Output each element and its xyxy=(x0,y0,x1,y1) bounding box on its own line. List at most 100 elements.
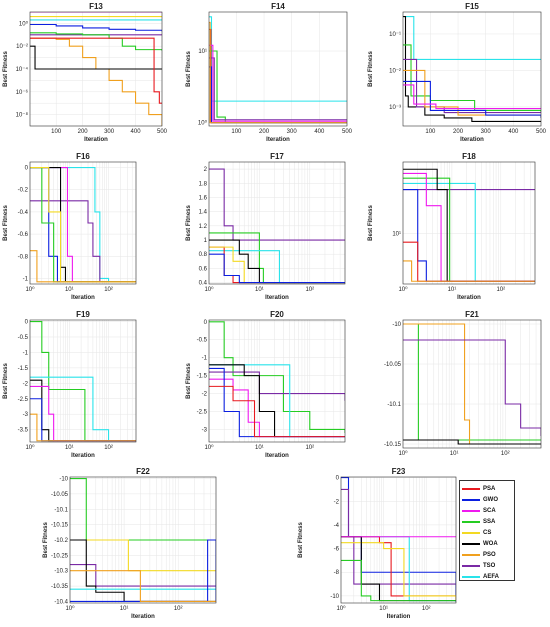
x-tick-label: 10⁰ xyxy=(398,450,408,457)
chart-svg: 10⁰ 10¹ 10² 10¹ F18 Iteration Best Fitness xyxy=(368,152,536,301)
legend-swatch xyxy=(462,564,480,567)
series-line-woa xyxy=(403,168,535,282)
series-group xyxy=(341,477,456,602)
legend-swatch xyxy=(462,487,480,490)
series-line-woa xyxy=(341,536,456,602)
x-tick-label: 200 xyxy=(259,129,270,135)
chart-title: F18 xyxy=(462,152,476,161)
y-tick-label: 1.2 xyxy=(199,224,208,230)
series-line-ssa xyxy=(30,32,162,51)
y-tick-label: 10⁰ xyxy=(198,120,208,127)
x-tick-label: 200 xyxy=(78,129,89,135)
y-tick-label: -1 xyxy=(202,356,208,362)
series-line-gwo xyxy=(30,398,136,442)
y-tick-label: -2 xyxy=(23,381,29,387)
y-tick-label: -10.3 xyxy=(54,569,68,575)
y-tick-label: 10¹ xyxy=(198,49,207,55)
chart-title: F15 xyxy=(465,2,479,11)
y-tick-label: -10.1 xyxy=(387,402,401,408)
y-tick-label: 0 xyxy=(25,320,29,326)
x-tick-label: 10⁰ xyxy=(25,286,35,293)
y-tick-label: -0.5 xyxy=(197,338,208,344)
series-line-pso xyxy=(209,21,347,124)
chart-svg: 100 200 300 400 500 10⁰ 10⁻² 10⁻⁴ 10⁻⁶ 10⁻⁸ F13 Ite… xyxy=(3,2,168,143)
chart-svg: 10⁰ 10¹ 10² 0 -0.5 -1 -1.5 -2 -2.5 -3 F20 Iteration… xyxy=(186,310,346,459)
series-line-psa xyxy=(30,37,162,104)
series-line-woa xyxy=(30,167,136,283)
y-axis-label: Best Fitness xyxy=(186,205,192,241)
x-tick-label: 100 xyxy=(425,129,436,135)
x-tick-label: 10⁰ xyxy=(65,605,75,612)
y-tick-label: -0.2 xyxy=(18,188,29,194)
series-line-gwo xyxy=(403,189,535,282)
series-line-sca xyxy=(209,378,345,438)
y-tick-label: 10⁻¹ xyxy=(389,32,401,38)
chart-panel-f14: 100 200 300 400 500 10⁰ 10¹ F14 Iteration Best Fi… xyxy=(183,0,353,150)
series-line-cs xyxy=(209,246,345,284)
legend-label: PSO xyxy=(483,551,496,558)
series-line-ssa xyxy=(30,167,136,283)
plot-frame xyxy=(29,161,137,285)
series-group xyxy=(403,168,535,282)
series-line-tso xyxy=(70,564,216,587)
legend-label: CS xyxy=(483,529,492,536)
x-tick-label: 10² xyxy=(174,606,183,612)
series-group xyxy=(30,12,162,126)
y-axis-label: Best Fitness xyxy=(3,363,9,399)
series-line-tso xyxy=(403,58,541,114)
legend-item-aefa: AEFA xyxy=(462,571,512,582)
x-tick-label: 10¹ xyxy=(65,287,74,293)
legend-item-cs: CS xyxy=(462,527,512,538)
chart-panel-f18: 10⁰ 10¹ 10² 10¹ F18 Iteration Best Fitness xyxy=(365,152,547,310)
series-line-gwo xyxy=(30,23,162,32)
series-line-ssa xyxy=(30,320,136,442)
x-tick-label: 400 xyxy=(508,129,519,135)
chart-panel-f19: 10⁰ 10¹ 10² 0 -0.5 -1 -1.5 -2 -2.5 -3 -3.5 F19 Itera… xyxy=(0,310,170,468)
y-axis-label: Best Fitness xyxy=(368,51,374,87)
series-line-cs xyxy=(30,167,136,283)
series-line-ssa xyxy=(403,177,535,282)
x-tick-label: 400 xyxy=(314,129,325,135)
y-tick-label: 10¹ xyxy=(392,231,401,237)
chart-panel-f13: 100 200 300 400 500 10⁰ 10⁻² 10⁻⁴ 10⁻⁶ 10⁻⁸ F13 Ite… xyxy=(0,0,170,150)
y-axis-label: Best Fitness xyxy=(298,522,304,558)
legend-label: PSA xyxy=(483,485,496,492)
legend-label: AEFA xyxy=(483,573,500,580)
series-line-aefa xyxy=(209,16,347,102)
legend-item-ssa: SSA xyxy=(462,516,512,527)
series-line-pso xyxy=(30,413,136,442)
y-axis-label: Best Fitness xyxy=(368,205,374,241)
y-tick-label: -0.4 xyxy=(18,210,29,216)
x-tick-label: 10¹ xyxy=(379,606,388,612)
series-line-tso xyxy=(209,57,347,121)
x-tick-label: 100 xyxy=(51,129,62,135)
chart-title: F14 xyxy=(271,2,285,11)
y-tick-label: 0 xyxy=(25,166,29,172)
y-tick-label: 1.8 xyxy=(199,181,208,187)
plot-frame xyxy=(402,11,542,127)
y-tick-label: -10.15 xyxy=(51,523,69,529)
x-axis-label: Iteration xyxy=(265,453,289,459)
series-group xyxy=(403,323,541,445)
series-line-sca xyxy=(30,385,136,442)
x-axis-label: Iteration xyxy=(131,614,155,620)
chart-svg: 10⁰ 10¹ 10² -10 -10.05 -10.1 -10.15 -10.2 -10.25… xyxy=(43,467,217,620)
x-tick-label: 100 xyxy=(231,129,242,135)
y-tick-label: -6 xyxy=(334,547,340,553)
y-tick-label: -10 xyxy=(392,322,401,328)
y-tick-label: -2 xyxy=(202,392,208,398)
plot-frame xyxy=(402,161,536,285)
chart-panel-f23: 10⁰ 10¹ 10² 0 -2 -4 -6 -8 -10 F23 Iteration Best Fi… xyxy=(295,465,460,625)
series-line-ssa xyxy=(209,321,345,434)
y-tick-label: -1.5 xyxy=(18,366,29,372)
series-line-sca xyxy=(209,44,347,122)
y-tick-label: -10.15 xyxy=(384,442,402,448)
y-axis-label: Best Fitness xyxy=(186,363,192,399)
y-axis-label: Best Fitness xyxy=(3,205,9,241)
series-line-aefa xyxy=(341,536,456,602)
x-axis-label: Iteration xyxy=(71,453,95,459)
chart-panel-f15: 100 200 300 400 500 10⁻¹ 10⁻² 10⁻³ F15 Iteration B… xyxy=(365,0,547,150)
legend-item-woa: WOA xyxy=(462,538,512,549)
y-tick-label: -3 xyxy=(202,427,208,433)
x-tick-label: 10² xyxy=(501,451,510,457)
